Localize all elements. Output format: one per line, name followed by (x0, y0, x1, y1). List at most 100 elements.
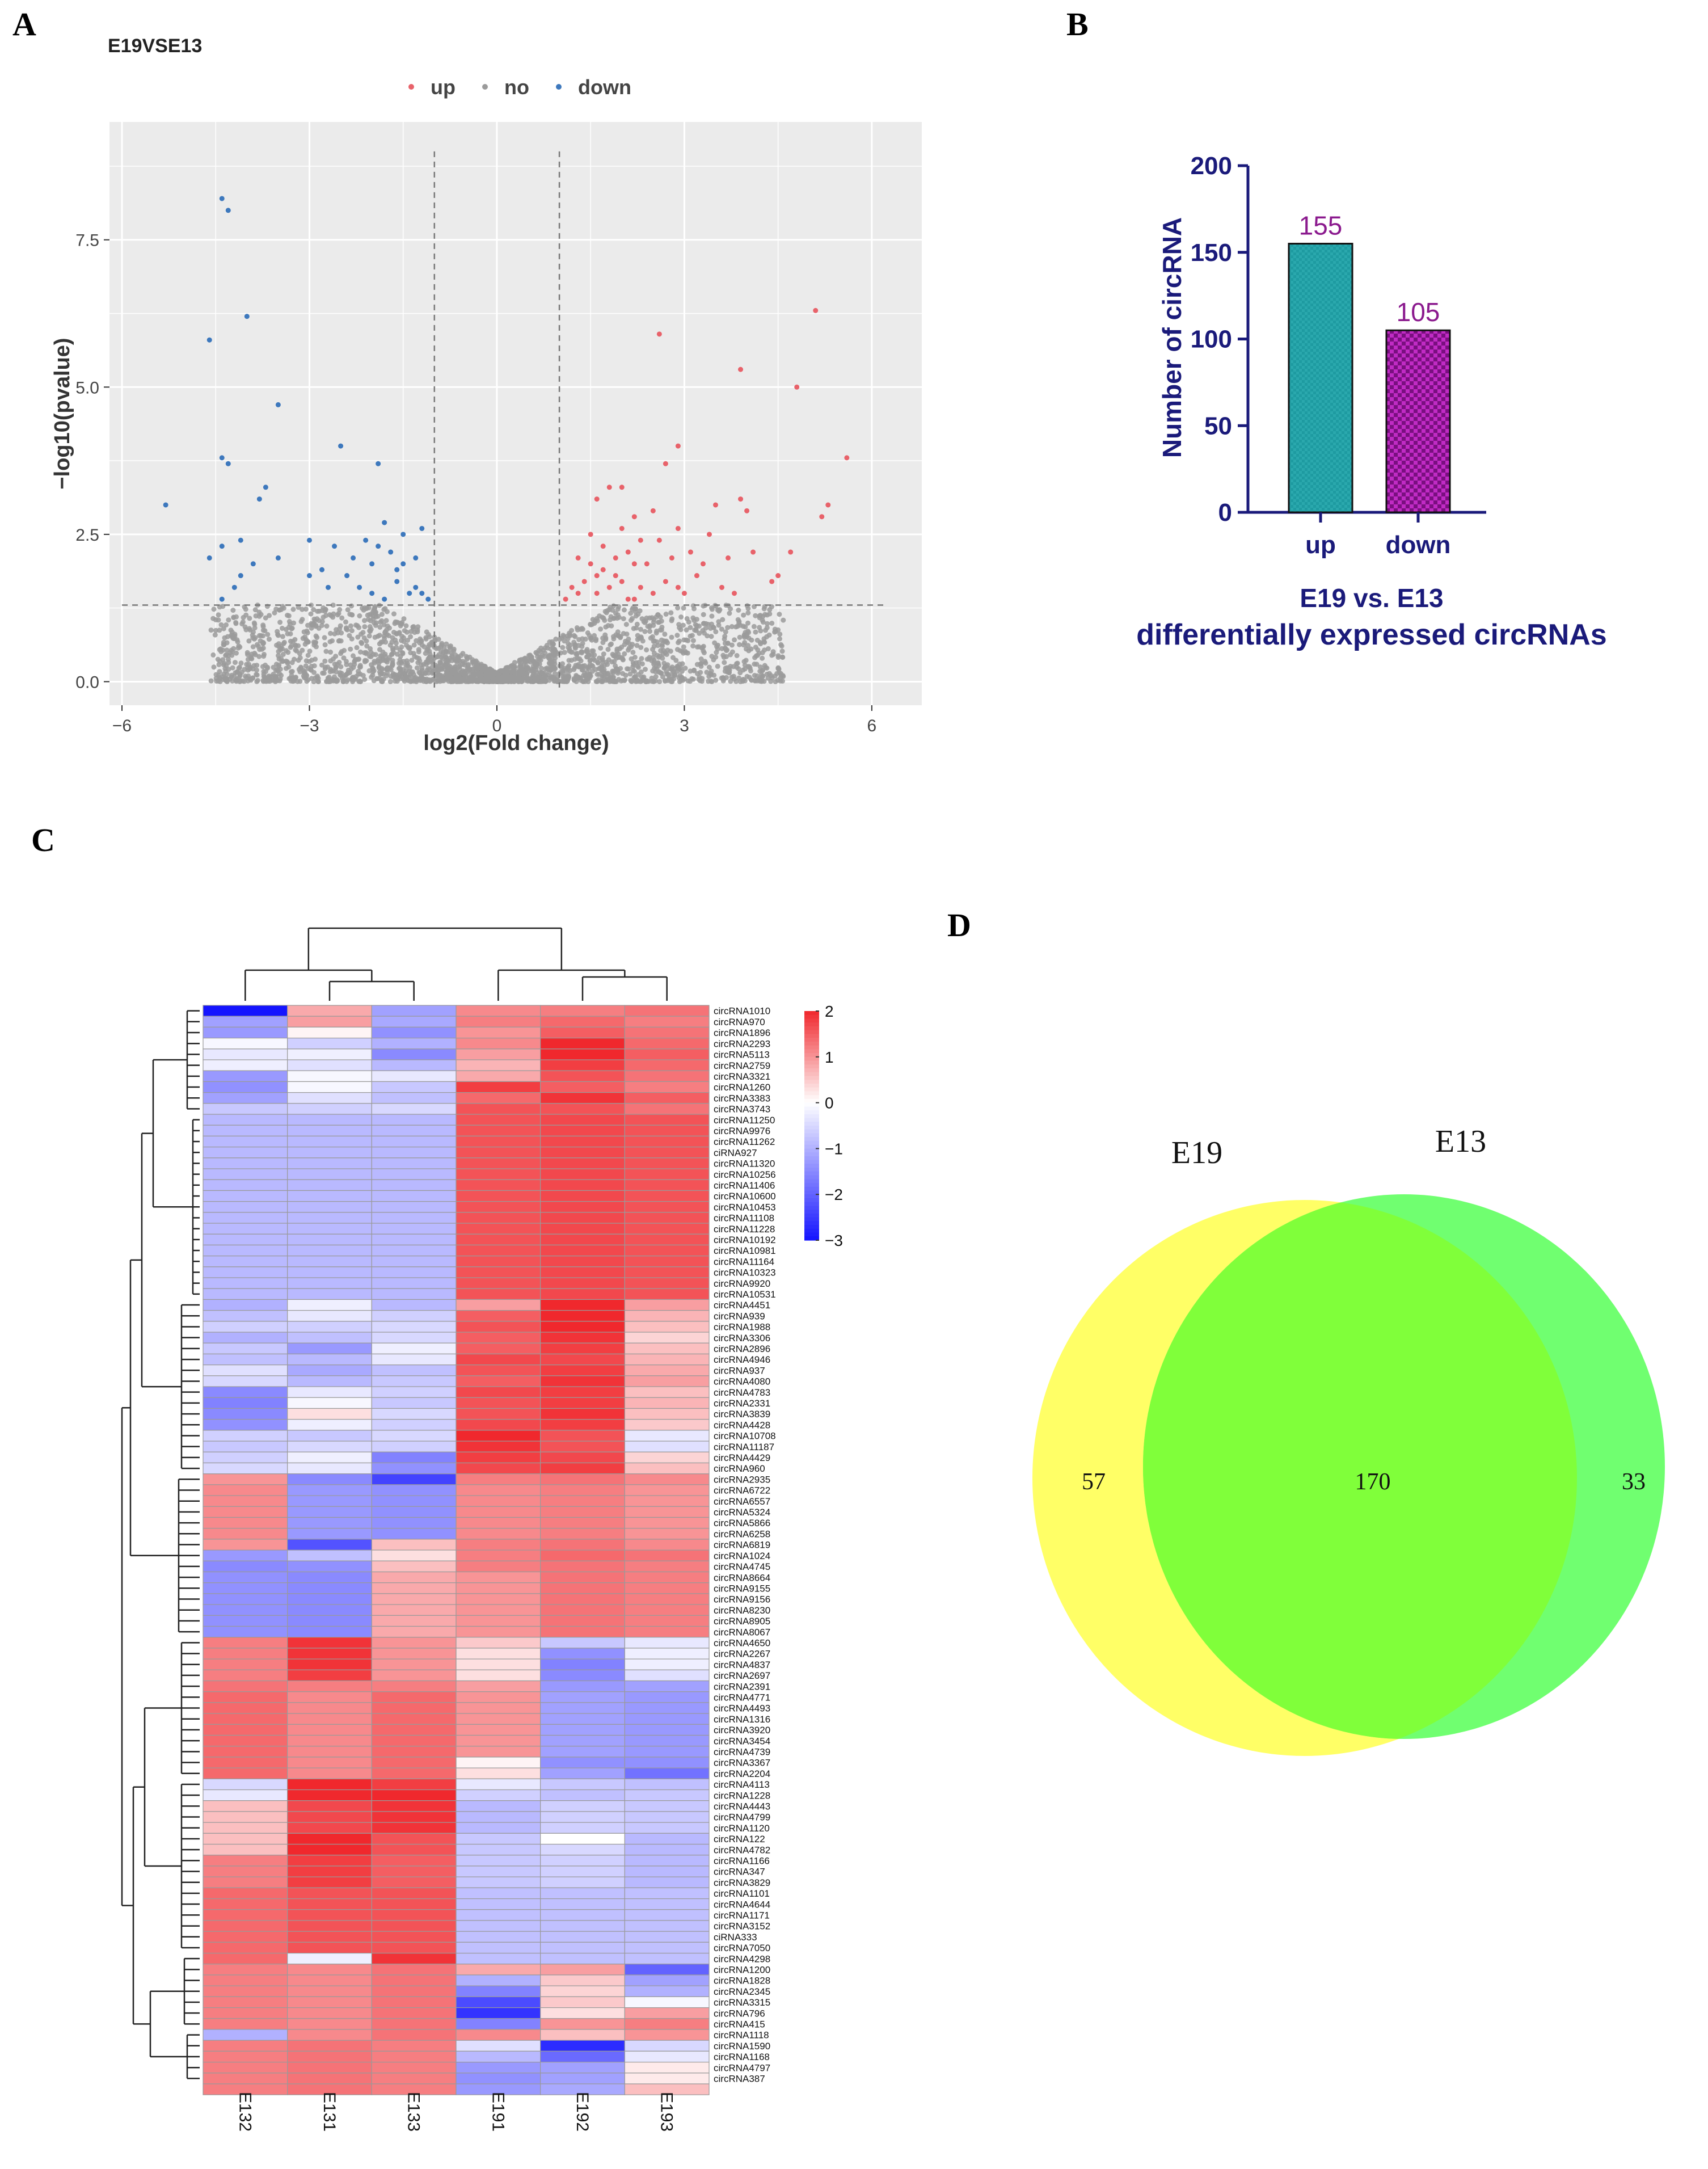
heatmap-cell (203, 1985, 288, 1997)
heatmap-legend-swatch (804, 1175, 819, 1180)
volcano-point-no (405, 638, 411, 643)
volcano-point-no (432, 638, 438, 644)
volcano-point-no (580, 679, 586, 684)
heatmap-cell (540, 1026, 625, 1039)
heatmap-cell (203, 1898, 288, 1910)
volcano-point-no (635, 663, 640, 669)
volcano-point-up (744, 508, 750, 513)
heatmap-cell (456, 1604, 541, 1616)
volcano-point-up (575, 591, 581, 596)
heatmap-cell (624, 2083, 710, 2095)
volcano-point-down (369, 561, 375, 567)
volcano-point-no (265, 676, 271, 682)
volcano-point-no (333, 654, 339, 659)
heatmap-row-labels: circRNA1010circRNA970circRNA1896circRNA2… (714, 1006, 776, 2084)
volcano-x-tick-label: 3 (680, 717, 689, 735)
volcano-point-no (290, 607, 296, 612)
heatmap-legend-swatch (804, 1129, 819, 1134)
volcano-point-no (705, 633, 710, 639)
volcano-point-no (608, 617, 613, 622)
volcano-point-no (578, 658, 584, 664)
volcano-point-up (588, 532, 593, 537)
heatmap-legend-swatch (804, 1210, 819, 1214)
volcano-point-no (758, 628, 764, 634)
volcano-point-no (745, 643, 751, 648)
volcano-point-no (375, 676, 381, 681)
panel-letter-a: A (12, 6, 36, 43)
volcano-point-no (693, 626, 699, 632)
heatmap-legend-swatch (804, 1118, 819, 1122)
heatmap-cell (371, 1582, 457, 1594)
volcano-point-no (651, 622, 656, 628)
heatmap-cell (287, 1746, 372, 1758)
heatmap-cell (456, 1757, 541, 1768)
volcano-point-up (600, 544, 606, 549)
volcano-point-no (535, 654, 541, 659)
heatmap-cell (456, 1005, 541, 1017)
heatmap-cell (203, 2073, 288, 2084)
heatmap-cell (203, 1974, 288, 1986)
heatmap-cell (203, 1539, 288, 1551)
volcano-point-no (699, 679, 705, 684)
volcano-point-no (601, 615, 606, 621)
volcano-point-no (361, 607, 366, 613)
heatmap-cell (287, 1299, 372, 1311)
heatmap-cell (371, 1135, 457, 1148)
heatmap-legend-swatch (804, 1095, 819, 1100)
volcano-point-no (419, 642, 425, 648)
volcano-point-no (675, 605, 681, 610)
volcano-point-down (319, 567, 325, 572)
volcano-point-up (675, 525, 681, 531)
heatmap: circRNA1010circRNA970circRNA1896circRNA2… (121, 927, 843, 2132)
volcano-point-no (285, 650, 291, 655)
volcano-point-no (366, 668, 372, 673)
volcano-point-up (726, 555, 731, 561)
heatmap-cell (203, 2029, 288, 2041)
bar-x-label-line2: differentially expressed circRNAs (1136, 618, 1606, 651)
volcano-point-no (490, 669, 495, 675)
heatmap-cell (540, 1637, 625, 1649)
volcano-title: E19VSE13 (108, 35, 202, 57)
volcano-point-no (296, 667, 302, 672)
volcano-point-no (722, 660, 727, 666)
heatmap-column-label: E191 (488, 2092, 507, 2132)
heatmap-cell (540, 1539, 625, 1551)
volcano-point-no (657, 679, 663, 684)
heatmap-cell (456, 1168, 541, 1180)
volcano-point-no (230, 678, 235, 684)
heatmap-column-labels: E132 E131 E133 E191 E192 E193 (235, 2092, 676, 2132)
heatmap-cell (624, 1952, 710, 1965)
volcano-point-no (382, 629, 388, 634)
volcano-point-no (615, 612, 621, 618)
heatmap-legend-swatch (804, 1137, 819, 1142)
heatmap-cell (203, 1887, 288, 1900)
heatmap-cell (371, 1887, 457, 1900)
volcano-point-no (455, 679, 461, 684)
heatmap-legend-swatch (804, 1206, 819, 1210)
volcano-point-no (755, 652, 760, 658)
volcano-point-no (254, 663, 260, 668)
heatmap-cell (456, 2062, 541, 2074)
heatmap-row-label: circRNA4443 (714, 1801, 770, 1812)
heatmap-legend-swatch (804, 1171, 819, 1176)
volcano-point-up (625, 596, 631, 602)
volcano-point-no (213, 617, 218, 622)
panel-letter-d: D (947, 907, 971, 944)
heatmap-row-label: circRNA1120 (714, 1823, 770, 1834)
heatmap-cell (203, 1408, 288, 1420)
heatmap-cell (456, 1964, 541, 1976)
heatmap-cell (371, 1615, 457, 1627)
volcano-point-no (319, 619, 325, 625)
heatmap-cell (203, 1266, 288, 1278)
volcano-point-no (653, 614, 659, 620)
volcano-point-no (775, 655, 781, 660)
heatmap-cell (624, 1157, 710, 1169)
heatmap-cell (287, 1985, 372, 1997)
volcano-point-no (552, 671, 558, 676)
volcano-point-no (680, 622, 686, 628)
volcano-point-no (234, 650, 239, 656)
heatmap-cell (540, 1833, 625, 1845)
heatmap-row-label: circRNA960 (714, 1463, 765, 1474)
heatmap-row-label: circRNA3315 (714, 1997, 770, 2008)
volcano-point-no (217, 627, 222, 633)
